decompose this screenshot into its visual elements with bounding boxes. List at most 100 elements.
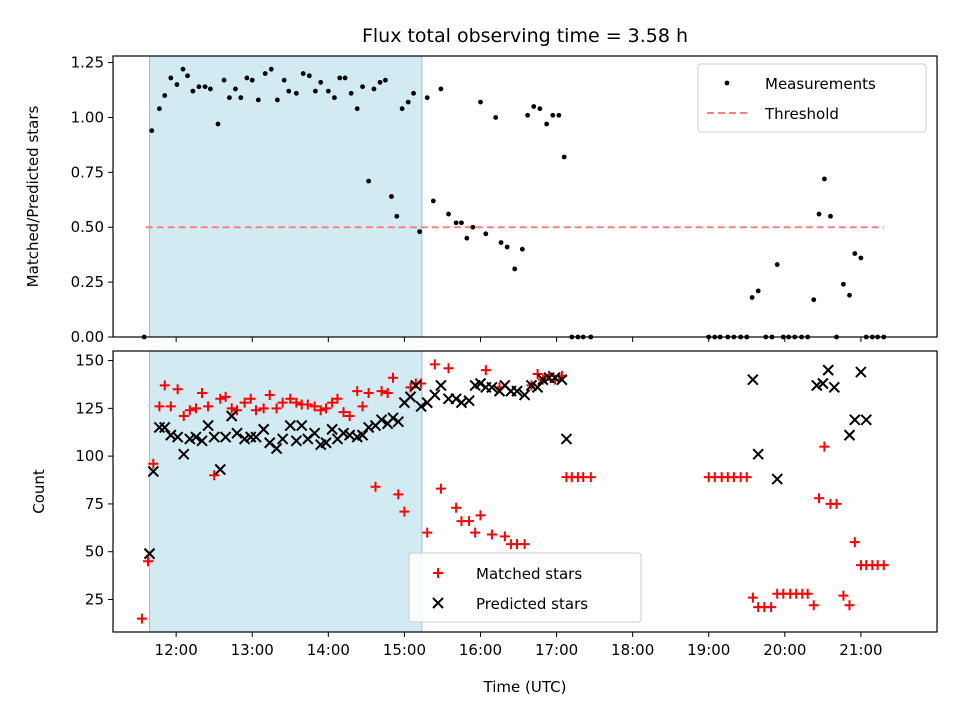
predicted-star-point: [356, 429, 369, 441]
x-axis-label: Time (UTC): [483, 678, 567, 696]
predicted-star-point: [771, 473, 783, 485]
matched-star-point: [802, 588, 813, 599]
measurement-point: [162, 93, 168, 98]
predicted-star-point: [556, 373, 568, 386]
legend-frame: [408, 552, 642, 623]
predicted-star-point: [143, 547, 156, 560]
predicted-star-point: [214, 463, 226, 476]
measurement-point: [749, 295, 755, 300]
top-legend: Measurements Threshold: [697, 63, 927, 133]
measurement-point: [470, 224, 476, 230]
matched-star-point: [271, 403, 282, 414]
y-tick-label: 25: [85, 591, 104, 609]
matched-star-point: [197, 388, 208, 399]
predicted-star-point: [219, 431, 232, 443]
measurement-point: [519, 246, 525, 252]
measurement-point: [774, 262, 780, 267]
measurement-point: [348, 90, 354, 96]
matched-star-point: [443, 363, 454, 374]
measurement-point: [446, 211, 451, 217]
predicted-star-point: [817, 377, 829, 390]
measurement-point: [221, 77, 227, 83]
predicted-star-point: [849, 414, 861, 426]
y-tick-label: 100: [75, 447, 104, 465]
x-tick-label: 20:00: [763, 641, 806, 659]
legend-label-threshold: Threshold: [764, 105, 839, 123]
measurement-point: [389, 194, 394, 199]
predicted-star-point: [463, 394, 475, 407]
measurement-point: [504, 244, 510, 250]
matched-star-point: [344, 410, 355, 421]
measurement-point: [382, 77, 388, 83]
matched-star-point: [387, 372, 398, 383]
measurement-point: [286, 88, 292, 94]
x-tick-label: 18:00: [611, 641, 654, 659]
measurement-point: [841, 281, 846, 287]
x-tick-label: 12:00: [155, 641, 198, 659]
measurement-point: [174, 82, 180, 87]
matched-star-point: [165, 401, 176, 412]
measurement-point: [464, 235, 470, 241]
matched-star-point: [251, 405, 262, 416]
matched-star-point: [209, 470, 220, 481]
predicted-star-point: [178, 448, 190, 460]
matched-star-point: [844, 600, 855, 611]
measurement-point: [268, 66, 274, 72]
measurement-point: [459, 220, 464, 226]
measurement-point: [332, 95, 337, 101]
measurement-point: [453, 220, 459, 226]
predicted-star-point: [392, 416, 405, 428]
measurement-point: [168, 75, 174, 81]
matched-star-point: [291, 397, 302, 408]
matched-star-point: [142, 556, 153, 567]
x-tick-label: 19:00: [687, 641, 730, 659]
matched-star-point: [499, 531, 510, 542]
measurement-point: [366, 178, 372, 184]
measurement-point: [202, 84, 208, 90]
matched-star-point: [172, 384, 183, 395]
measurement-point: [531, 104, 537, 109]
measurement-point: [371, 86, 377, 92]
measurement-point: [512, 266, 518, 272]
predicted-star-point: [284, 419, 296, 432]
measurement-point: [858, 255, 864, 261]
measurement-point: [424, 95, 430, 101]
measurement-point: [274, 97, 280, 103]
predicted-star-point: [257, 423, 270, 436]
legend-frame: [697, 63, 927, 133]
measurement-point: [811, 297, 817, 303]
predicted-star-point: [511, 385, 523, 397]
matched-star-point: [226, 403, 237, 414]
matched-star-point: [148, 458, 159, 469]
x-tick-label: 14:00: [307, 641, 350, 659]
matched-star-point: [475, 510, 486, 521]
measurement-point: [354, 106, 360, 112]
legend-marker-matched: [433, 568, 443, 578]
measurement-point: [411, 90, 416, 96]
predicted-star-point: [147, 465, 160, 478]
predicted-star-point: [855, 366, 867, 378]
y-tick-label: 50: [85, 543, 104, 561]
predicted-star-point: [231, 427, 243, 439]
predicted-star-point: [290, 435, 303, 447]
matched-star-point: [190, 403, 201, 414]
matched-star-point: [159, 380, 170, 391]
predicted-star-point: [828, 381, 840, 394]
measurement-point: [180, 66, 186, 72]
measurement-point: [498, 240, 504, 246]
measurement-point: [399, 106, 405, 112]
predicted-star-point: [822, 364, 834, 376]
top-axes-frame: [112, 55, 938, 338]
matched-star-point: [178, 410, 189, 421]
matched-star-point: [258, 403, 269, 414]
y-tick-label: 1.25: [71, 54, 104, 72]
measurement-point: [537, 106, 543, 112]
predicted-star-point: [208, 431, 220, 443]
predicted-star-point: [159, 421, 171, 434]
matched-star-point: [532, 368, 543, 379]
measurement-point: [394, 213, 400, 219]
matched-star-point: [422, 527, 433, 538]
legend-label-predicted: Predicted stars: [476, 595, 588, 613]
y-tick-label: 150: [75, 352, 104, 370]
